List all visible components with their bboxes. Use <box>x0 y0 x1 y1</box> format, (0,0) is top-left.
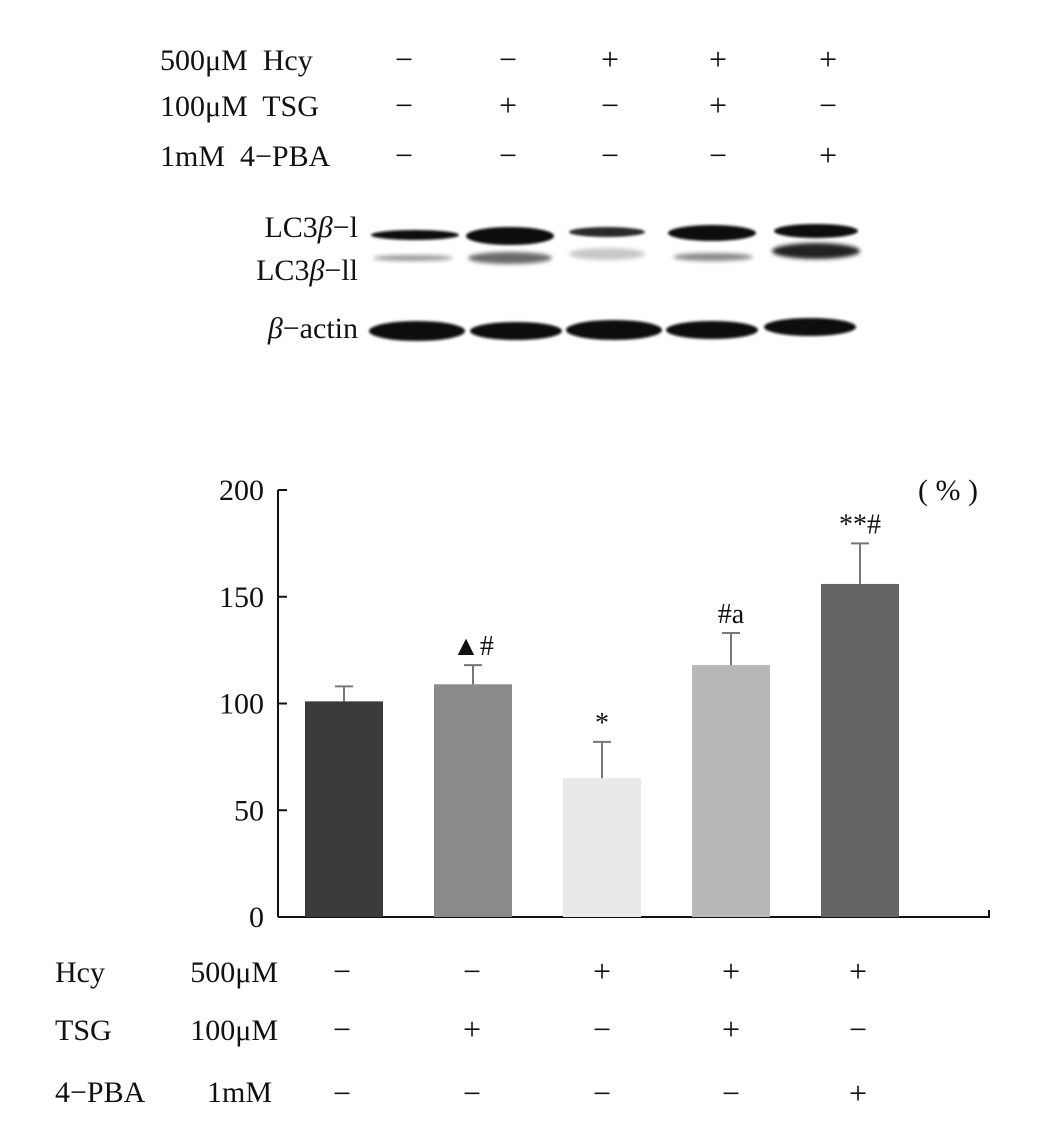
blot-band-beta-actin-lane-4 <box>666 321 758 339</box>
unit-label: ( % ) <box>918 474 978 507</box>
blot-band-lc3b-i-lane-2 <box>466 227 554 245</box>
blot-band-lc3b-i-lane-1 <box>371 230 459 240</box>
bar-2 <box>434 684 512 917</box>
significance-label-5: **# <box>839 509 881 540</box>
condition-name-pba: 4−PBA <box>55 1076 146 1109</box>
y-tick-label: 100 <box>219 688 264 721</box>
blot-sign-hcy-4: + <box>709 41 727 77</box>
significance-label-2: ▲# <box>452 631 494 662</box>
y-axis-ticks: 0 50 100 150 200 <box>219 474 287 934</box>
condition-name-tsg: TSG <box>55 1014 112 1047</box>
blot-sign-pba-2: − <box>499 137 517 173</box>
table-sign-pba-1: − <box>333 1075 351 1111</box>
band-label-lc3b-ii: LC3β−ll <box>256 254 358 287</box>
blot-sign-hcy-5: + <box>819 41 837 77</box>
blot-band-lc3b-ii-lane-5 <box>772 243 860 259</box>
blot-band-lc3b-ii-lane-4 <box>673 253 753 261</box>
blot-sign-pba-5: + <box>819 137 837 173</box>
table-sign-hcy-1: − <box>333 953 351 989</box>
blot-sign-hcy-3: + <box>601 41 619 77</box>
condition-name-hcy: Hcy <box>55 956 105 989</box>
blot-sign-tsg-3: − <box>601 87 619 123</box>
blot-condition-label-pba: 1mM 4−PBA <box>160 140 331 173</box>
bar-4 <box>692 665 770 917</box>
blot-band-lc3b-ii-lane-1 <box>373 255 453 261</box>
bar-chart: ( % ) 0 50 100 150 200 ▲# * #a **# <box>219 474 990 934</box>
bars: ▲# * #a **# <box>305 509 899 917</box>
table-sign-pba-4: − <box>722 1075 740 1111</box>
blot-conditions-header: 500μM Hcy 100μM TSG 1mM 4−PBA − − + + + … <box>160 41 837 173</box>
table-sign-hcy-5: + <box>849 953 867 989</box>
conditions-table: Hcy 500μM TSG 100μM 4−PBA 1mM − − + + + … <box>55 953 867 1111</box>
blot-band-beta-actin-lane-1 <box>369 321 465 341</box>
blot-band-beta-actin-lane-2 <box>470 322 562 340</box>
table-sign-hcy-2: − <box>463 953 481 989</box>
table-sign-hcy-4: + <box>722 953 740 989</box>
condition-dose-tsg: 100μM <box>190 1014 278 1047</box>
table-sign-pba-5: + <box>849 1075 867 1111</box>
significance-label-4: #a <box>718 599 745 630</box>
bar-3 <box>563 778 641 917</box>
blot-band-lc3b-ii-lane-3 <box>569 248 645 260</box>
table-sign-tsg-5: − <box>849 1011 867 1047</box>
western-blot-image <box>369 224 860 341</box>
blot-band-lc3b-i-lane-5 <box>774 224 858 238</box>
bar-1 <box>305 701 383 917</box>
band-label-lc3b-i: LC3β−l <box>264 211 358 244</box>
blot-sign-pba-3: − <box>601 137 619 173</box>
blot-band-lc3b-ii-lane-2 <box>468 252 552 264</box>
blot-condition-label-hcy: 500μM Hcy <box>160 44 313 77</box>
blot-sign-tsg-2: + <box>499 87 517 123</box>
blot-condition-label-tsg: 100μM TSG <box>160 90 319 123</box>
bar-5 <box>821 583 899 917</box>
band-label-beta-actin: β−actin <box>267 312 358 345</box>
y-tick-label: 0 <box>249 901 264 934</box>
table-sign-hcy-3: + <box>593 953 611 989</box>
y-tick-label: 50 <box>234 794 264 827</box>
table-sign-pba-3: − <box>593 1075 611 1111</box>
blot-band-lc3b-i-lane-3 <box>569 227 645 237</box>
blot-sign-tsg-4: + <box>709 87 727 123</box>
condition-dose-hcy: 500μM <box>190 956 278 989</box>
blot-band-beta-actin-lane-3 <box>566 320 662 340</box>
table-sign-tsg-2: + <box>463 1011 481 1047</box>
blot-sign-hcy-1: − <box>395 41 413 77</box>
table-sign-tsg-4: + <box>722 1011 740 1047</box>
blot-sign-pba-1: − <box>395 137 413 173</box>
table-sign-tsg-1: − <box>333 1011 351 1047</box>
blot-sign-pba-4: − <box>709 137 727 173</box>
table-sign-pba-2: − <box>463 1075 481 1111</box>
blot-sign-hcy-2: − <box>499 41 517 77</box>
table-sign-tsg-3: − <box>593 1011 611 1047</box>
y-tick-label: 150 <box>219 581 264 614</box>
y-tick-label: 200 <box>219 474 264 507</box>
blot-sign-tsg-1: − <box>395 87 413 123</box>
blot-band-beta-actin-lane-5 <box>764 318 856 336</box>
blot-sign-tsg-5: − <box>819 87 837 123</box>
significance-label-3: * <box>595 708 609 739</box>
blot-band-labels: LC3β−l LC3β−ll β−actin <box>256 211 358 345</box>
condition-dose-pba: 1mM <box>207 1076 272 1109</box>
blot-band-lc3b-i-lane-4 <box>668 225 756 241</box>
